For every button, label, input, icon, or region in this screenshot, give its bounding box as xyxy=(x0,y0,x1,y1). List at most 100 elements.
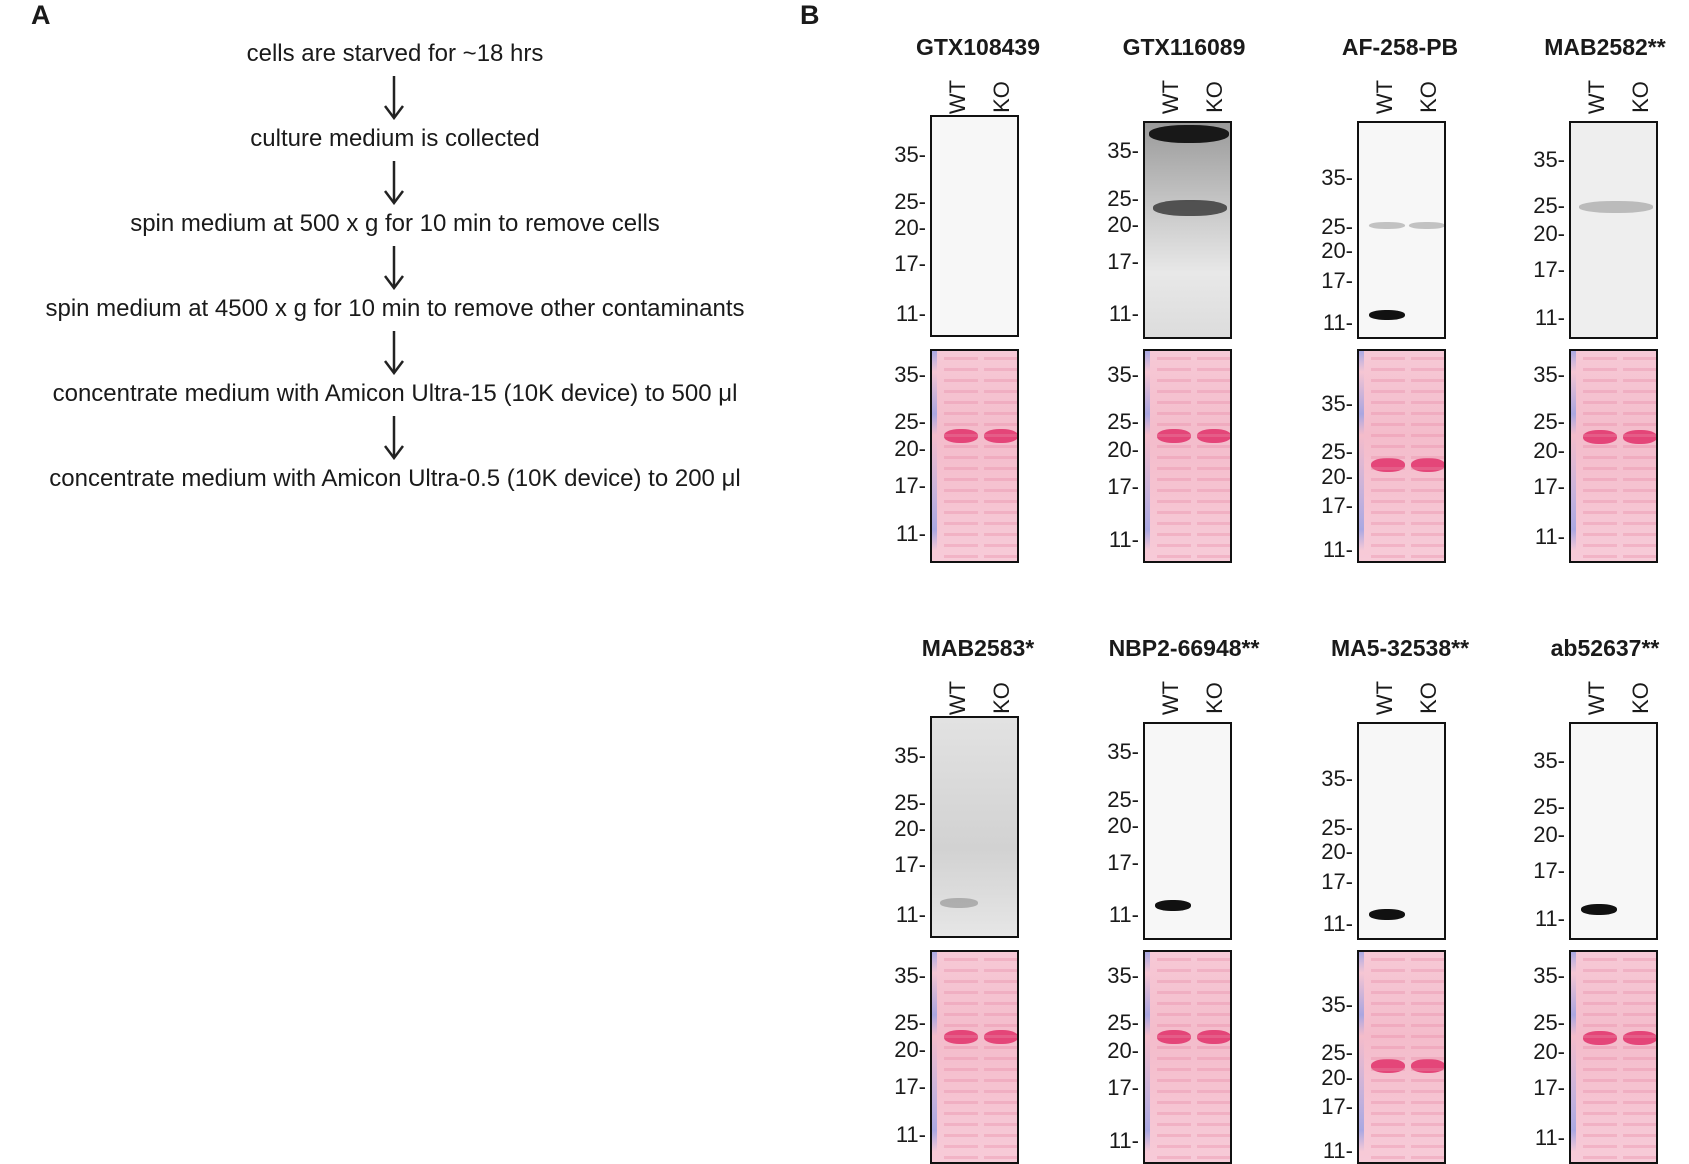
lane-label-wt: WT xyxy=(1158,680,1183,716)
lane-label-wt: WT xyxy=(945,680,970,716)
ponceau-band xyxy=(1583,1030,1617,1045)
mw-marker-label: 20- xyxy=(1107,212,1139,237)
mw-marker-label: 25- xyxy=(894,189,926,214)
ponceau-faint-band xyxy=(1371,1079,1405,1082)
panel-a-letter: A xyxy=(31,0,51,30)
ponceau-faint-band xyxy=(1157,1090,1191,1093)
ponceau-band xyxy=(1197,429,1230,443)
mw-marker-label: 35- xyxy=(1533,748,1565,773)
wb-band xyxy=(1581,904,1617,915)
ponceau-faint-band xyxy=(1411,423,1444,426)
ponceau-faint-band xyxy=(1583,1046,1617,1049)
mw-marker-label: 35- xyxy=(1533,362,1565,387)
ponceau-faint-band xyxy=(1411,478,1444,481)
ponceau-faint-band xyxy=(984,412,1017,415)
ponceau-faint-band xyxy=(1411,1046,1444,1049)
ponceau-faint-band xyxy=(1583,1101,1617,1104)
western-blot-image xyxy=(1569,121,1658,339)
wb-band xyxy=(1155,900,1191,911)
lane-label-wt: WT xyxy=(1372,680,1397,716)
ponceau-faint-band xyxy=(1371,1090,1405,1093)
ponceau-faint-band xyxy=(944,1112,978,1115)
ponceau-faint-band xyxy=(1583,1156,1617,1159)
ponceau-faint-band xyxy=(1623,423,1656,426)
ponceau-faint-band xyxy=(984,511,1017,514)
ponceau-faint-band xyxy=(944,445,978,448)
mw-marker-label: 11- xyxy=(1534,1125,1565,1150)
ponceau-faint-band xyxy=(1197,489,1230,492)
mw-marker-label: 25- xyxy=(1107,186,1139,211)
mw-marker-label: 25- xyxy=(1107,409,1139,434)
western-blot-image xyxy=(1357,121,1446,339)
ponceau-faint-band xyxy=(1157,1057,1191,1060)
ponceau-faint-band xyxy=(1623,478,1656,481)
ponceau-faint-band xyxy=(984,1079,1017,1082)
ponceau-faint-band xyxy=(1157,1134,1191,1137)
antibody-title: GTX116089 xyxy=(1122,34,1246,60)
mw-marker-label: 17- xyxy=(894,1074,926,1099)
ponceau-faint-band xyxy=(1411,1134,1444,1137)
mw-marker-label: 17- xyxy=(1533,858,1565,883)
ponceau-faint-band xyxy=(1623,412,1656,415)
mw-marker-label: 20- xyxy=(894,1037,926,1062)
ponceau-faint-band xyxy=(1371,500,1405,503)
mw-marker-label: 35- xyxy=(894,743,926,768)
ponceau-faint-band xyxy=(1623,489,1656,492)
ponceau-faint-band xyxy=(1157,423,1191,426)
ponceau-faint-band xyxy=(1371,368,1405,371)
ponceau-faint-band xyxy=(1371,1046,1405,1049)
ponceau-faint-band xyxy=(1197,1145,1230,1148)
ponceau-faint-band xyxy=(1197,1112,1230,1115)
ponceau-faint-band xyxy=(944,522,978,525)
ponceau-faint-band xyxy=(944,1002,978,1005)
ponceau-faint-band xyxy=(1583,434,1617,437)
ponceau-faint-band xyxy=(944,1024,978,1027)
ponceau-faint-band xyxy=(1157,1013,1191,1016)
ponceau-faint-band xyxy=(944,390,978,393)
ponceau-faint-band xyxy=(1197,991,1230,994)
ponceau-faint-band xyxy=(1583,991,1617,994)
ponceau-faint-band xyxy=(1197,423,1230,426)
ponceau-faint-band xyxy=(984,1123,1017,1126)
ponceau-faint-band xyxy=(1623,1145,1656,1148)
ponceau-faint-band xyxy=(1371,445,1405,448)
ponceau-faint-band xyxy=(1197,980,1230,983)
ponceau-faint-band xyxy=(1197,478,1230,481)
ponceau-faint-band xyxy=(1623,555,1656,558)
mw-marker-label: 20- xyxy=(1107,437,1139,462)
ponceau-faint-band xyxy=(1197,544,1230,547)
ponceau-faint-band xyxy=(944,412,978,415)
ponceau-faint-band xyxy=(1583,412,1617,415)
ponceau-faint-band xyxy=(984,533,1017,536)
mw-marker-label: 20- xyxy=(1321,238,1353,263)
ponceau-faint-band xyxy=(1623,522,1656,525)
ponceau-band xyxy=(1411,457,1444,472)
ponceau-faint-band xyxy=(1371,555,1405,558)
mw-marker-label: 35- xyxy=(1533,963,1565,988)
ponceau-faint-band xyxy=(1197,1101,1230,1104)
ponceau-faint-band xyxy=(944,368,978,371)
ponceau-faint-band xyxy=(984,500,1017,503)
ponceau-faint-band xyxy=(984,1156,1017,1159)
mw-marker-label: 20- xyxy=(894,215,926,240)
ponceau-faint-band xyxy=(1623,467,1656,470)
antibody-title: NBP2-66948** xyxy=(1108,635,1260,661)
ponceau-faint-band xyxy=(944,467,978,470)
mw-marker-label: 25- xyxy=(1321,1040,1353,1065)
ponceau-faint-band xyxy=(984,489,1017,492)
ponceau-faint-band xyxy=(1411,500,1444,503)
ponceau-faint-band xyxy=(1623,1123,1656,1126)
down-arrow-icon xyxy=(384,161,404,205)
ponceau-faint-band xyxy=(944,423,978,426)
mw-marker-label: 11- xyxy=(1108,301,1139,326)
ponceau-faint-band xyxy=(1197,1079,1230,1082)
ponceau-faint-band xyxy=(984,958,1017,961)
ponceau-faint-band xyxy=(1411,522,1444,525)
ponceau-faint-band xyxy=(1583,401,1617,404)
ponceau-faint-band xyxy=(1623,1068,1656,1071)
ponceau-faint-band xyxy=(1583,456,1617,459)
wb-band xyxy=(940,898,978,908)
mw-marker-label: 35- xyxy=(894,142,926,167)
ponceau-faint-band xyxy=(1623,511,1656,514)
mw-marker-label: 35- xyxy=(1321,165,1353,190)
